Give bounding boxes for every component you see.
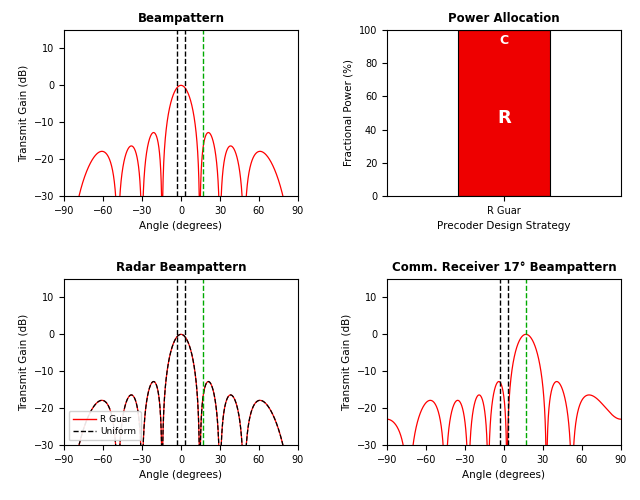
R Guar bbox=[294, 479, 302, 485]
R Guar bbox=[177, 332, 185, 338]
Y-axis label: Transmit Gain (dB): Transmit Gain (dB) bbox=[341, 314, 351, 410]
Uniform bbox=[272, 418, 280, 424]
Uniform bbox=[202, 382, 209, 388]
Uniform bbox=[206, 379, 214, 385]
R Guar bbox=[206, 379, 214, 385]
R Guar bbox=[60, 479, 68, 485]
Legend: R Guar, Uniform: R Guar, Uniform bbox=[68, 410, 141, 440]
Y-axis label: Transmit Gain (dB): Transmit Gain (dB) bbox=[18, 64, 28, 162]
R Guar bbox=[125, 393, 133, 399]
Title: Comm. Receiver 17° Beampattern: Comm. Receiver 17° Beampattern bbox=[392, 260, 616, 274]
R Guar bbox=[202, 382, 209, 388]
X-axis label: Angle (degrees): Angle (degrees) bbox=[140, 470, 223, 480]
Title: Beampattern: Beampattern bbox=[138, 12, 225, 24]
R Guar bbox=[294, 479, 301, 485]
Bar bbox=[458, 38, 550, 196]
Bar bbox=[458, 30, 550, 196]
Uniform bbox=[177, 332, 185, 338]
Text: C: C bbox=[499, 34, 508, 47]
R Guar bbox=[110, 426, 118, 432]
R Guar bbox=[272, 418, 280, 424]
Uniform bbox=[294, 479, 301, 485]
Bar bbox=[458, 30, 550, 38]
Uniform bbox=[125, 393, 133, 399]
X-axis label: Precoder Design Strategy: Precoder Design Strategy bbox=[437, 222, 571, 232]
Uniform bbox=[60, 479, 68, 485]
Uniform bbox=[294, 479, 302, 485]
Text: R: R bbox=[497, 109, 511, 127]
Uniform bbox=[110, 426, 118, 432]
Y-axis label: Fractional Power (%): Fractional Power (%) bbox=[343, 60, 353, 166]
X-axis label: Angle (degrees): Angle (degrees) bbox=[462, 470, 545, 480]
Title: Power Allocation: Power Allocation bbox=[448, 12, 559, 24]
Line: Uniform: Uniform bbox=[64, 334, 298, 482]
Y-axis label: Transmit Gain (dB): Transmit Gain (dB) bbox=[18, 314, 28, 410]
X-axis label: Angle (degrees): Angle (degrees) bbox=[140, 222, 223, 232]
Line: R Guar: R Guar bbox=[64, 334, 298, 482]
Title: Radar Beampattern: Radar Beampattern bbox=[116, 260, 246, 274]
